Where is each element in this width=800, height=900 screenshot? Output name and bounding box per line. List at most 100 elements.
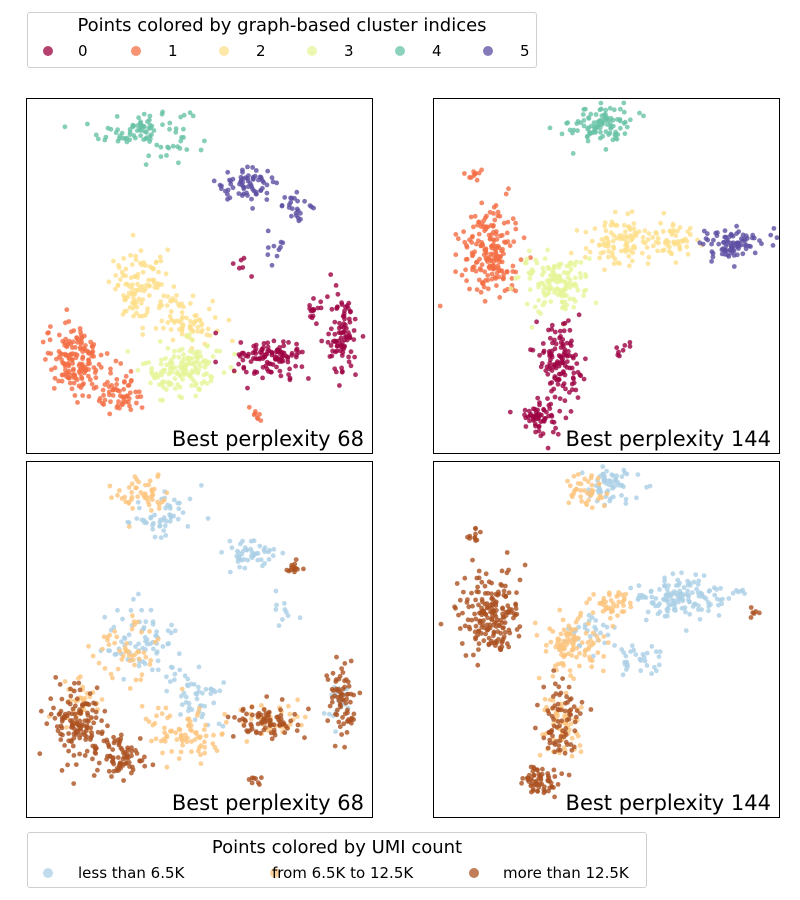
point [273, 607, 279, 612]
point [639, 250, 645, 256]
point [603, 599, 608, 605]
point [325, 339, 331, 345]
point [531, 406, 536, 412]
point [586, 644, 592, 650]
point [121, 676, 127, 682]
point [86, 394, 92, 399]
point [265, 340, 271, 346]
point [462, 171, 467, 176]
point [605, 122, 610, 127]
point [543, 642, 549, 648]
point [694, 586, 699, 592]
point [540, 265, 546, 271]
point [337, 673, 343, 679]
point [602, 640, 607, 646]
point [597, 486, 603, 492]
point [205, 516, 211, 521]
point [138, 677, 144, 683]
point [677, 225, 683, 230]
point [212, 315, 218, 320]
point [66, 338, 72, 344]
point [137, 127, 142, 133]
point [562, 279, 568, 285]
point [569, 381, 575, 387]
point [494, 254, 500, 259]
point [734, 240, 740, 246]
point [179, 331, 185, 337]
point [86, 373, 91, 379]
point [719, 251, 725, 257]
point [563, 283, 569, 289]
point [655, 236, 661, 241]
point [161, 497, 167, 503]
point [476, 628, 482, 634]
point [656, 654, 662, 659]
point [275, 347, 280, 353]
point [554, 360, 560, 366]
point [130, 124, 136, 130]
point [76, 680, 82, 686]
point [523, 260, 529, 266]
point [480, 281, 486, 287]
point [589, 505, 595, 511]
point [121, 256, 127, 261]
point [492, 643, 498, 648]
point [570, 151, 576, 156]
point [332, 331, 338, 337]
point [546, 327, 551, 333]
series-less-than-6-5k [98, 483, 351, 734]
point [595, 650, 601, 656]
point [45, 350, 51, 356]
point [461, 229, 466, 235]
point [193, 393, 199, 399]
point [563, 386, 568, 392]
point [752, 250, 758, 256]
point [716, 613, 722, 618]
point [182, 732, 188, 738]
point [453, 269, 458, 275]
point [59, 768, 65, 773]
point [607, 498, 613, 504]
point [712, 592, 718, 598]
point [112, 640, 117, 646]
point [568, 409, 574, 414]
point [500, 606, 505, 612]
point [294, 728, 300, 733]
point [177, 327, 182, 332]
point [186, 716, 192, 722]
point [95, 729, 101, 735]
point [56, 712, 62, 717]
point [701, 573, 707, 578]
point [259, 703, 264, 708]
point [501, 592, 507, 598]
point [589, 473, 595, 478]
point [591, 592, 596, 597]
point [121, 293, 126, 298]
point [514, 627, 520, 632]
cluster-legend-marker-2 [219, 46, 229, 56]
point [220, 723, 226, 729]
point [86, 357, 91, 363]
point [557, 747, 563, 753]
point [110, 675, 115, 681]
point [573, 626, 578, 632]
point [581, 488, 587, 493]
point [523, 415, 529, 421]
point [129, 626, 135, 632]
point [587, 256, 592, 262]
point [184, 315, 189, 321]
point [148, 515, 154, 521]
point [122, 136, 128, 142]
point [328, 326, 334, 332]
point [250, 186, 256, 192]
point [238, 257, 244, 263]
point [571, 127, 577, 133]
point [100, 646, 105, 652]
point [165, 294, 171, 299]
point [574, 708, 580, 714]
point [171, 513, 177, 519]
point [69, 711, 75, 717]
point [162, 523, 168, 529]
point [567, 390, 572, 395]
point [566, 349, 571, 354]
